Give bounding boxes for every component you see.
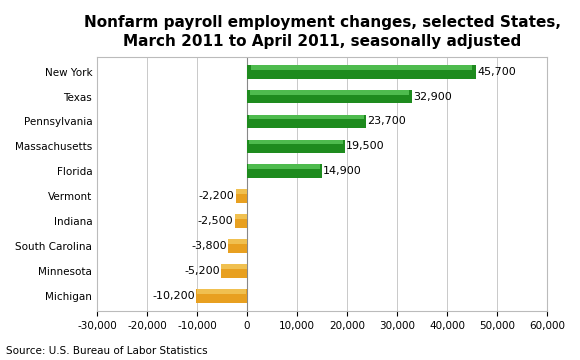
Bar bbox=[248, 165, 320, 169]
Bar bbox=[229, 239, 246, 244]
Text: -10,200: -10,200 bbox=[152, 291, 194, 301]
Bar bbox=[247, 140, 345, 153]
Text: 19,500: 19,500 bbox=[346, 141, 385, 152]
Text: Source: U.S. Bureau of Labor Statistics: Source: U.S. Bureau of Labor Statistics bbox=[6, 346, 208, 356]
Bar bbox=[247, 114, 365, 129]
Bar bbox=[222, 264, 246, 269]
Bar bbox=[236, 189, 247, 203]
Title: Nonfarm payroll employment changes, selected States,
March 2011 to April 2011, s: Nonfarm payroll employment changes, sele… bbox=[84, 15, 560, 49]
Text: -5,200: -5,200 bbox=[184, 266, 220, 276]
Text: -2,500: -2,500 bbox=[197, 216, 233, 226]
Bar bbox=[236, 189, 247, 194]
Text: 32,900: 32,900 bbox=[413, 91, 452, 102]
Text: 23,700: 23,700 bbox=[367, 117, 406, 126]
Bar bbox=[247, 165, 321, 178]
Bar bbox=[249, 90, 409, 95]
Bar bbox=[234, 214, 247, 228]
Text: 14,900: 14,900 bbox=[323, 166, 362, 176]
Bar bbox=[251, 65, 472, 69]
Bar bbox=[247, 65, 476, 78]
Bar bbox=[247, 90, 412, 103]
Bar bbox=[221, 264, 247, 278]
Bar bbox=[196, 289, 247, 303]
Bar bbox=[197, 289, 246, 294]
Text: -3,800: -3,800 bbox=[191, 241, 227, 251]
Text: -2,200: -2,200 bbox=[199, 191, 234, 201]
Text: 45,700: 45,700 bbox=[477, 67, 516, 77]
Bar bbox=[228, 239, 247, 253]
Bar bbox=[235, 214, 247, 219]
Bar bbox=[249, 140, 343, 144]
Bar bbox=[249, 114, 364, 120]
